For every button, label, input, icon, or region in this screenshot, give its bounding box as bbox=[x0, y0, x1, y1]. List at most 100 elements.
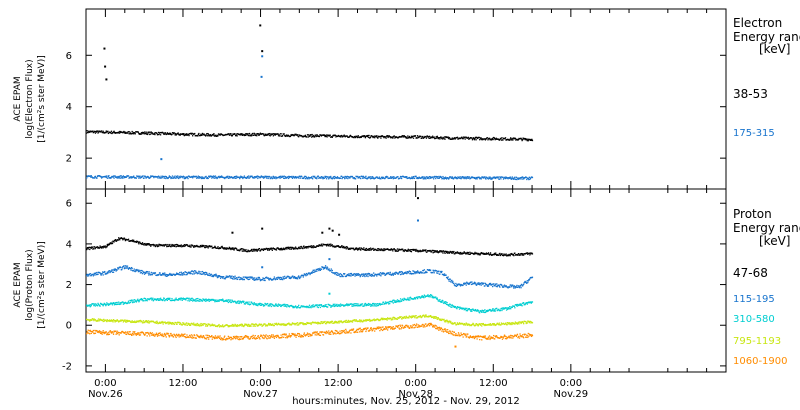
proton-series-115-195-point bbox=[164, 274, 166, 277]
proton-series-47-68-point bbox=[345, 248, 347, 250]
electron-series-175-315-point bbox=[211, 177, 213, 179]
electron-series-175-315-point bbox=[366, 178, 369, 180]
proton-series-47-68-point bbox=[156, 244, 158, 246]
proton-series-310-580-point bbox=[188, 297, 190, 299]
proton-series-115-195-point bbox=[248, 276, 250, 278]
electron-series-175-315-point bbox=[327, 176, 329, 178]
electron-series-175-315-point bbox=[340, 175, 343, 177]
electron-series-175-315-point bbox=[515, 178, 517, 181]
proton-series-310-580-point bbox=[191, 297, 193, 299]
electron-series-175-315-point bbox=[159, 177, 162, 179]
electron-series-175-315-point bbox=[291, 175, 293, 178]
proton-series-115-195-point bbox=[448, 280, 450, 282]
proton-series-795-1193-point bbox=[254, 325, 256, 327]
proton-series-115-195-point bbox=[122, 265, 125, 268]
electron-series-38-53-point bbox=[158, 133, 160, 136]
proton-series-47-68-point bbox=[421, 250, 423, 252]
proton-series-115-195-point bbox=[274, 278, 276, 280]
proton-series-115-195-point bbox=[491, 283, 493, 286]
electron-series-175-315-point bbox=[247, 177, 249, 179]
proton-series-47-68-point bbox=[449, 252, 451, 254]
proton-series-115-195-point bbox=[299, 277, 301, 280]
proton-series-47-68-point bbox=[417, 251, 419, 253]
proton-series-115-195-point bbox=[351, 273, 353, 276]
proton-series-795-1193-point bbox=[253, 325, 255, 327]
proton-series-795-1193-point bbox=[146, 321, 148, 323]
proton-series-47-68-point bbox=[321, 245, 324, 247]
proton-series-115-195-point bbox=[352, 274, 354, 276]
proton-series-115-195-point bbox=[474, 282, 477, 284]
electron-series-175-315-point bbox=[213, 175, 216, 178]
proton-series-115-195-point bbox=[327, 267, 329, 269]
electron-series-175-315-point bbox=[525, 176, 527, 179]
proton-series-310-580-point bbox=[163, 297, 165, 300]
electron-series-175-315-point bbox=[325, 178, 328, 180]
proton-series-115-195-point bbox=[273, 278, 275, 280]
proton-series-115-195-point bbox=[216, 275, 218, 278]
proton-series-47-68-point bbox=[473, 253, 475, 256]
electron-series-175-315-point bbox=[291, 177, 294, 179]
proton-series-310-580-point bbox=[394, 301, 396, 303]
electron-series-175-315-point bbox=[462, 177, 464, 179]
electron-series-38-53-point bbox=[520, 138, 523, 140]
proton-series-795-1193-point bbox=[232, 324, 235, 326]
proton-series-310-580-point bbox=[214, 301, 216, 303]
electron-series-175-315-point bbox=[262, 175, 264, 178]
proton-series-115-195-point bbox=[466, 281, 468, 283]
proton-series-115-195-point bbox=[234, 275, 236, 277]
electron-series-175-315-point bbox=[450, 176, 452, 178]
proton-series-795-1193-point bbox=[222, 324, 224, 326]
electron-series-38-53-point bbox=[273, 133, 275, 135]
electron-series-38-53-point bbox=[517, 138, 520, 141]
proton-series-115-195-point bbox=[484, 285, 486, 287]
proton-series-47-68-point bbox=[410, 248, 412, 251]
proton-series-47-68-point bbox=[493, 254, 495, 256]
proton-series-47-68-point bbox=[170, 246, 172, 248]
proton-series-47-68-point bbox=[376, 249, 378, 252]
proton-series-115-195-point bbox=[141, 273, 144, 275]
proton-series-47-68-point bbox=[409, 250, 412, 252]
proton-series-310-580-point bbox=[508, 308, 510, 310]
proton-series-310-580-point bbox=[222, 298, 224, 300]
proton-series-795-1193-point bbox=[209, 323, 211, 326]
proton-series-310-580-point bbox=[151, 298, 153, 300]
electron-series-175-315-point bbox=[392, 176, 394, 179]
proton-series-115-195-point bbox=[380, 273, 383, 275]
proton-series-115-195-point bbox=[163, 273, 165, 276]
proton-series-47-68-point bbox=[429, 250, 432, 252]
electron-series-38-53-point bbox=[376, 135, 378, 137]
proton-series-47-68-point bbox=[207, 247, 209, 249]
proton-series-115-195-point bbox=[291, 276, 293, 278]
proton-series-795-1193-point bbox=[270, 324, 272, 326]
proton-series-310-580-point bbox=[217, 299, 219, 301]
proton-series-47-68-point bbox=[365, 247, 368, 250]
proton-series-310-580-point bbox=[222, 299, 224, 301]
proton-series-47-68-point bbox=[94, 247, 97, 249]
proton-series-115-195-point bbox=[477, 282, 479, 284]
proton-series-47-68-point bbox=[312, 247, 314, 249]
proton-series-115-195-point bbox=[510, 286, 512, 288]
proton-series-115-195-point bbox=[394, 273, 397, 275]
proton-series-115-195-point bbox=[194, 270, 196, 272]
proton-series-310-580-point bbox=[507, 307, 509, 310]
electron-series-175-315-point bbox=[435, 175, 437, 178]
proton-series-310-580-point bbox=[460, 307, 463, 309]
electron-series-175-315-point bbox=[368, 177, 370, 179]
proton-series-47-68-point bbox=[510, 253, 512, 255]
electron-series-175-315-point bbox=[242, 177, 244, 180]
proton-series-47-68-point bbox=[179, 244, 181, 247]
proton-series-310-580-point bbox=[105, 304, 107, 306]
proton-series-47-68-point bbox=[396, 250, 398, 252]
proton-series-47-68-point bbox=[148, 243, 150, 245]
electron-series-38-53-point bbox=[423, 136, 426, 139]
proton-series-310-580-point bbox=[456, 306, 459, 308]
electron-series-38-53-point bbox=[110, 130, 113, 132]
electron-panel: 246 ACE EPAM log(Electron Flux) [1/(cm²s… bbox=[13, 8, 800, 190]
proton-series-47-68-point bbox=[231, 247, 233, 249]
electron-series-175-315-point bbox=[179, 176, 181, 179]
electron-series-38-53-point bbox=[436, 137, 438, 139]
proton-series-115-195-point bbox=[278, 277, 280, 279]
proton-series-47-68-point bbox=[270, 248, 272, 250]
proton-series-310-580-point bbox=[489, 309, 492, 311]
